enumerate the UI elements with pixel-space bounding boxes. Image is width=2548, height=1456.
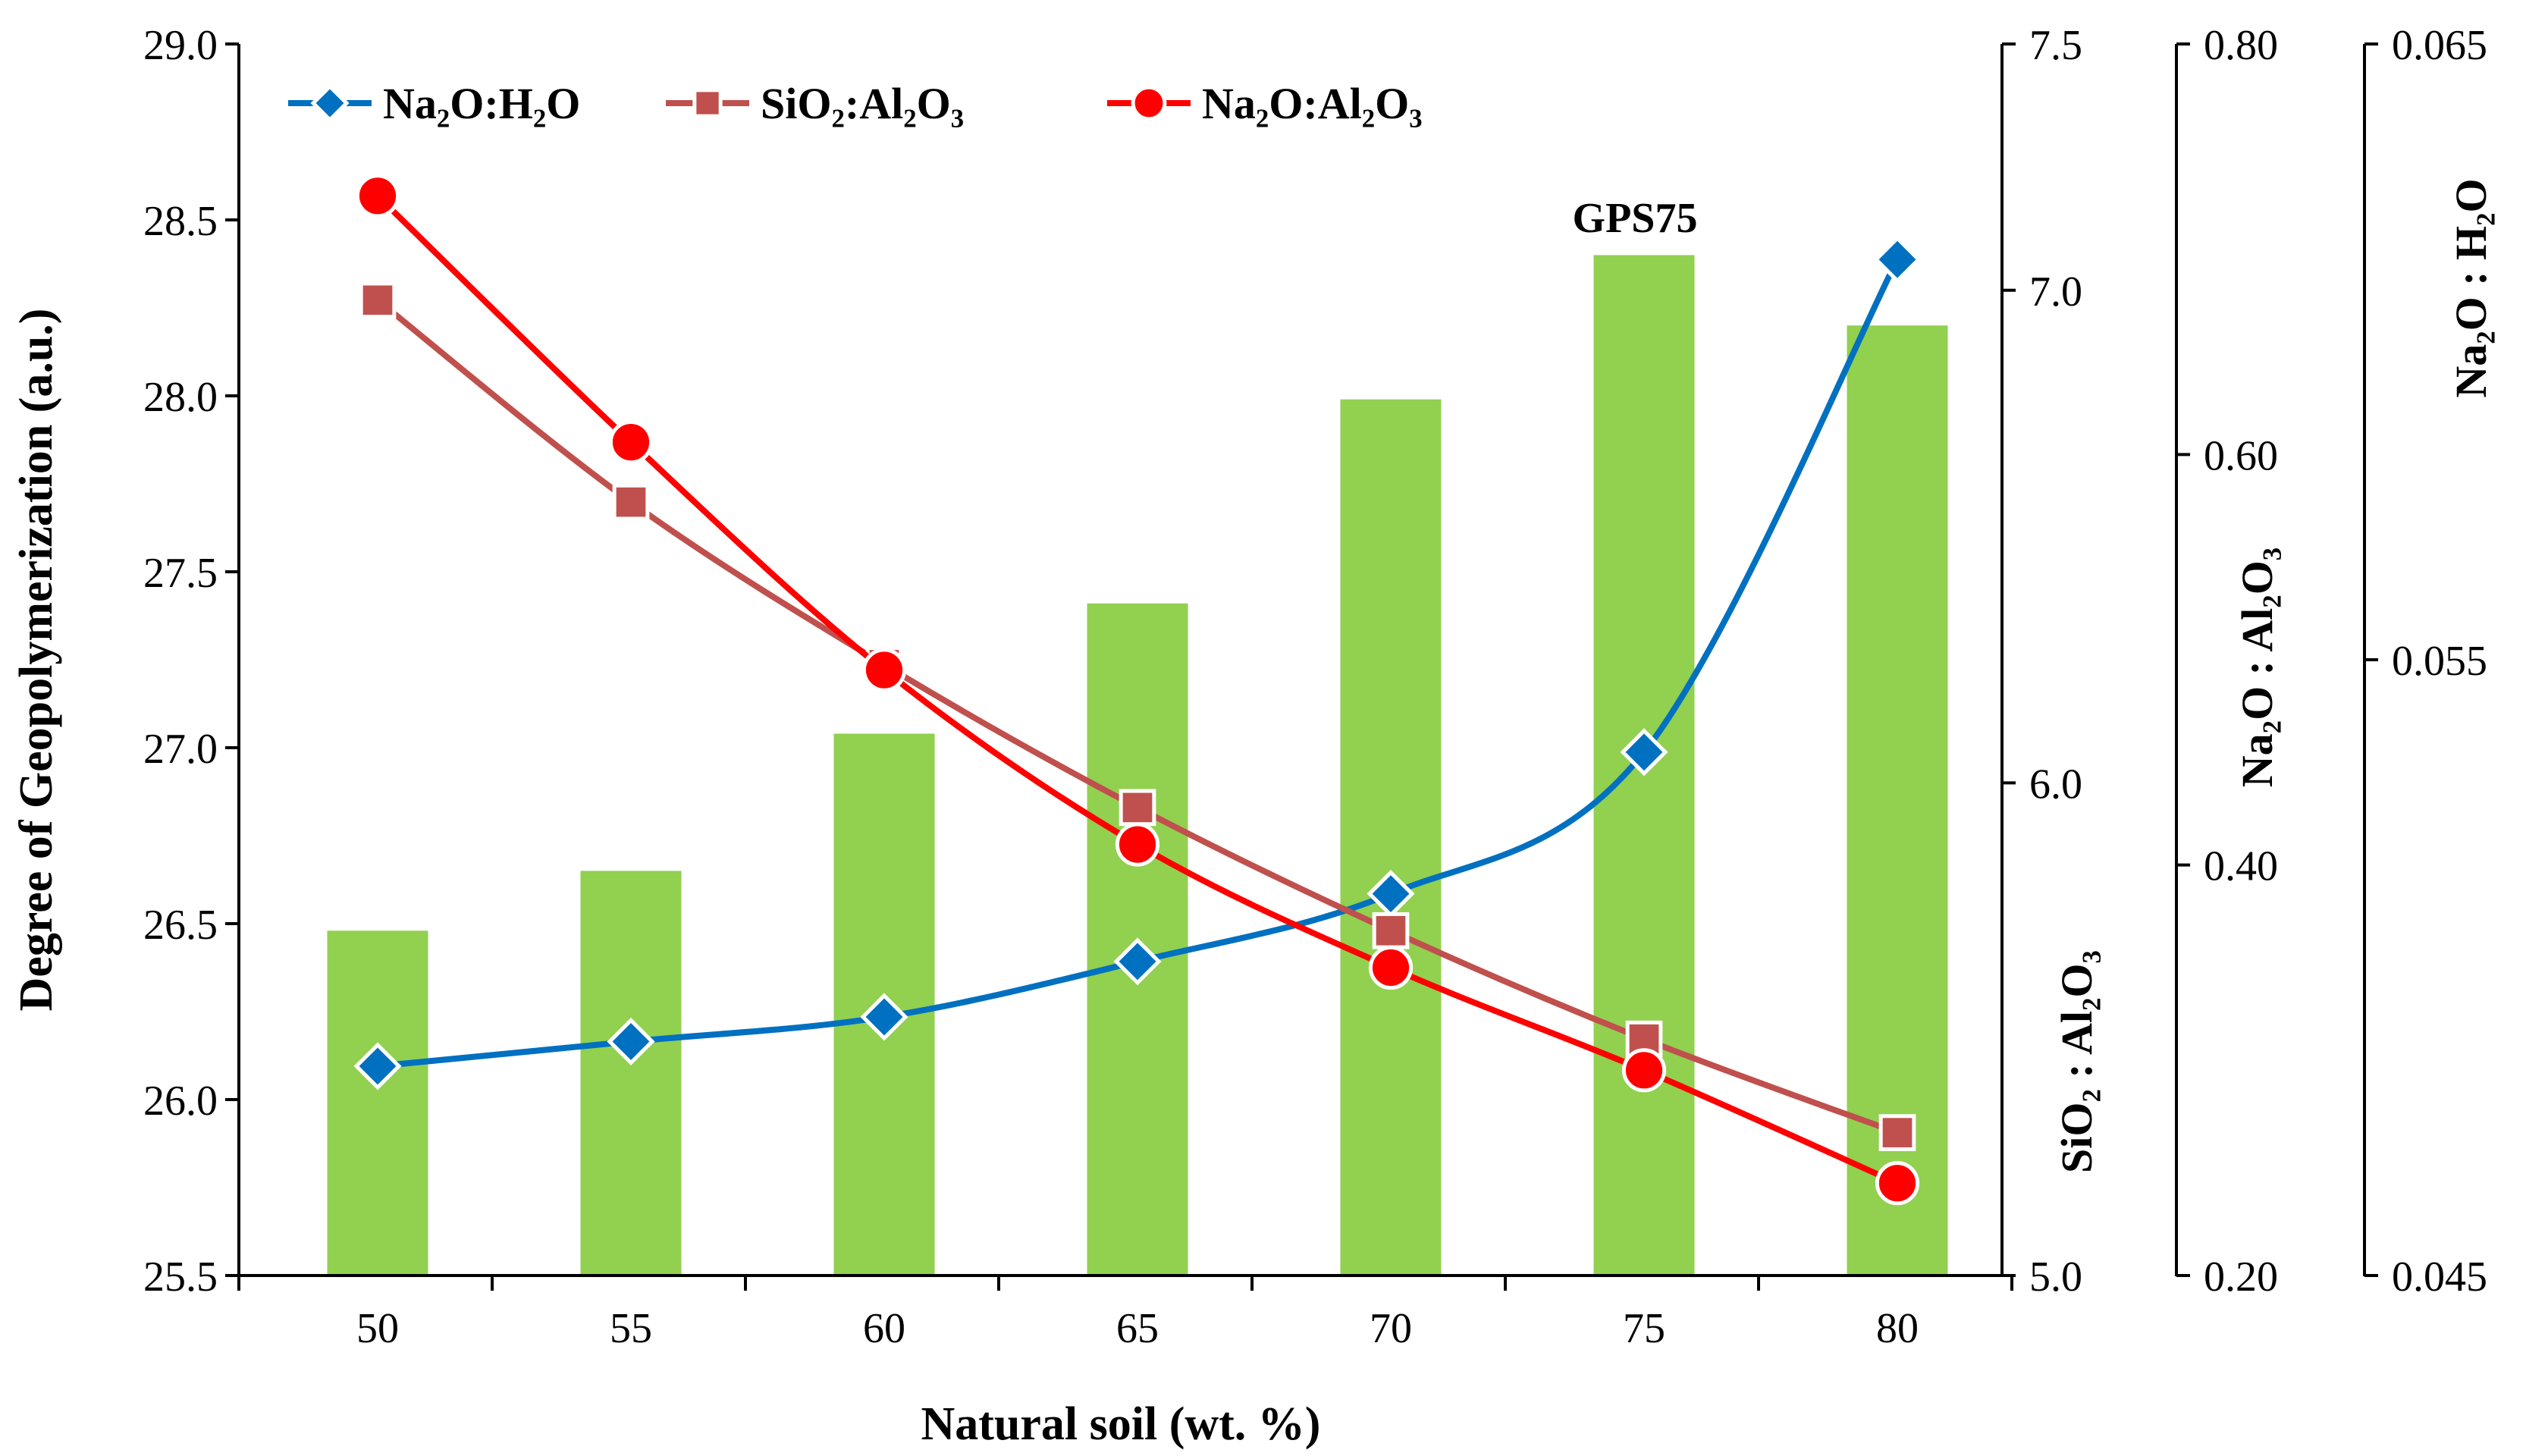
left-tick-label: 26.0 <box>143 1078 218 1125</box>
sio2-al2o3-tick-label: 5.0 <box>2029 1254 2082 1301</box>
sio2-al2o3-tick-label: 6.0 <box>2029 761 2082 808</box>
lines-layer <box>353 174 1922 1206</box>
bars-layer <box>327 255 1948 1276</box>
left-tick-label: 28.0 <box>143 374 218 421</box>
legend-label: Na₂O:Al₂O₃ <box>1202 79 1423 128</box>
sio2-al2o3-tick-label: 7.5 <box>2029 22 2082 69</box>
left-tick-label: 25.5 <box>143 1254 218 1301</box>
legend: Na₂O:H₂O SiO₂:Al₂O₃ Na₂O:Al₂O₃ <box>288 79 1423 128</box>
sio2-al2o3-series-point <box>612 483 650 521</box>
left-tick-label: 26.5 <box>143 902 218 949</box>
sio2-al2o3-series-point <box>1372 912 1410 949</box>
sio2-al2o3-series-point <box>1878 1114 1916 1151</box>
x-tick-label: 70 <box>1370 1305 1412 1352</box>
na2o-al2o3-axis-title: Na₂O : Al₂O₃ <box>2233 548 2282 787</box>
na2o-al2o3-tick-label: 0.60 <box>2204 432 2278 479</box>
gps75-annotation: GPS75 <box>1573 195 1698 242</box>
na2o-al2o3-series-point <box>861 648 907 692</box>
legend-marker <box>692 88 723 118</box>
legend-marker <box>310 83 350 123</box>
x-axis-title: Natural soil (wt. %) <box>921 1398 1321 1450</box>
y-axis-title: Degree of Geopolymerization (a.u.) <box>11 309 62 1012</box>
x-tick-label: 65 <box>1116 1305 1159 1352</box>
na2o-h2o-tick-label: 0.065 <box>2392 22 2487 69</box>
bar <box>1340 399 1442 1276</box>
x-tick-label: 80 <box>1876 1305 1919 1352</box>
na2o-h2o-series-point <box>353 1042 402 1090</box>
na2o-al2o3-series-point <box>355 174 400 218</box>
x-tick-label: 55 <box>610 1305 652 1352</box>
na2o-h2o-axis-title: Na₂O : H₂O <box>2446 178 2496 397</box>
na2o-h2o-tick-label: 0.055 <box>2392 638 2487 685</box>
bar <box>327 930 428 1276</box>
legend-label: Na₂O:H₂O <box>383 79 580 128</box>
left-tick-label: 28.5 <box>143 198 218 245</box>
sio2-al2o3-series-point <box>359 281 397 319</box>
legend-label: SiO₂:Al₂O₃ <box>761 79 964 128</box>
na2o-al2o3-series-point <box>1368 945 1414 990</box>
na2o-h2o-tick-label: 0.045 <box>2392 1254 2487 1301</box>
na2o-al2o3-series-point <box>1115 822 1160 867</box>
sio2-al2o3-tick-label: 7.0 <box>2029 268 2082 315</box>
na2o-h2o-series-point <box>1620 728 1668 777</box>
x-tick-label: 75 <box>1623 1305 1665 1352</box>
na2o-al2o3-tick-label: 0.80 <box>2204 22 2278 69</box>
legend-marker <box>1131 85 1167 121</box>
x-tick-label: 60 <box>863 1305 905 1352</box>
x-tick-label: 50 <box>356 1305 399 1352</box>
left-tick-label: 29.0 <box>143 22 218 69</box>
sio2-al2o3-axis-title: SiO₂ : Al₂O₃ <box>2052 950 2101 1173</box>
bar <box>580 871 682 1276</box>
na2o-al2o3-series-point <box>608 419 654 465</box>
axes-layer: 25.5 26.0 26.5 27.0 27.5 28.0 28.5 29.0 50 55 60 65… <box>143 22 2496 1352</box>
na2o-h2o-series-point <box>607 1017 655 1065</box>
na2o-al2o3-series-point <box>1621 1048 1667 1093</box>
na2o-h2o-series-point <box>1113 937 1162 986</box>
na2o-al2o3-tick-label: 0.20 <box>2204 1254 2278 1301</box>
na2o-h2o-series-point <box>1873 235 1922 284</box>
na2o-al2o3-tick-label: 0.40 <box>2204 843 2278 890</box>
left-tick-label: 27.0 <box>143 726 218 773</box>
sio2-al2o3-series-point <box>1119 789 1156 827</box>
na2o-al2o3-series-point <box>1875 1161 1920 1206</box>
left-tick-label: 27.5 <box>143 550 218 597</box>
na2o-h2o-series-point <box>860 993 908 1041</box>
